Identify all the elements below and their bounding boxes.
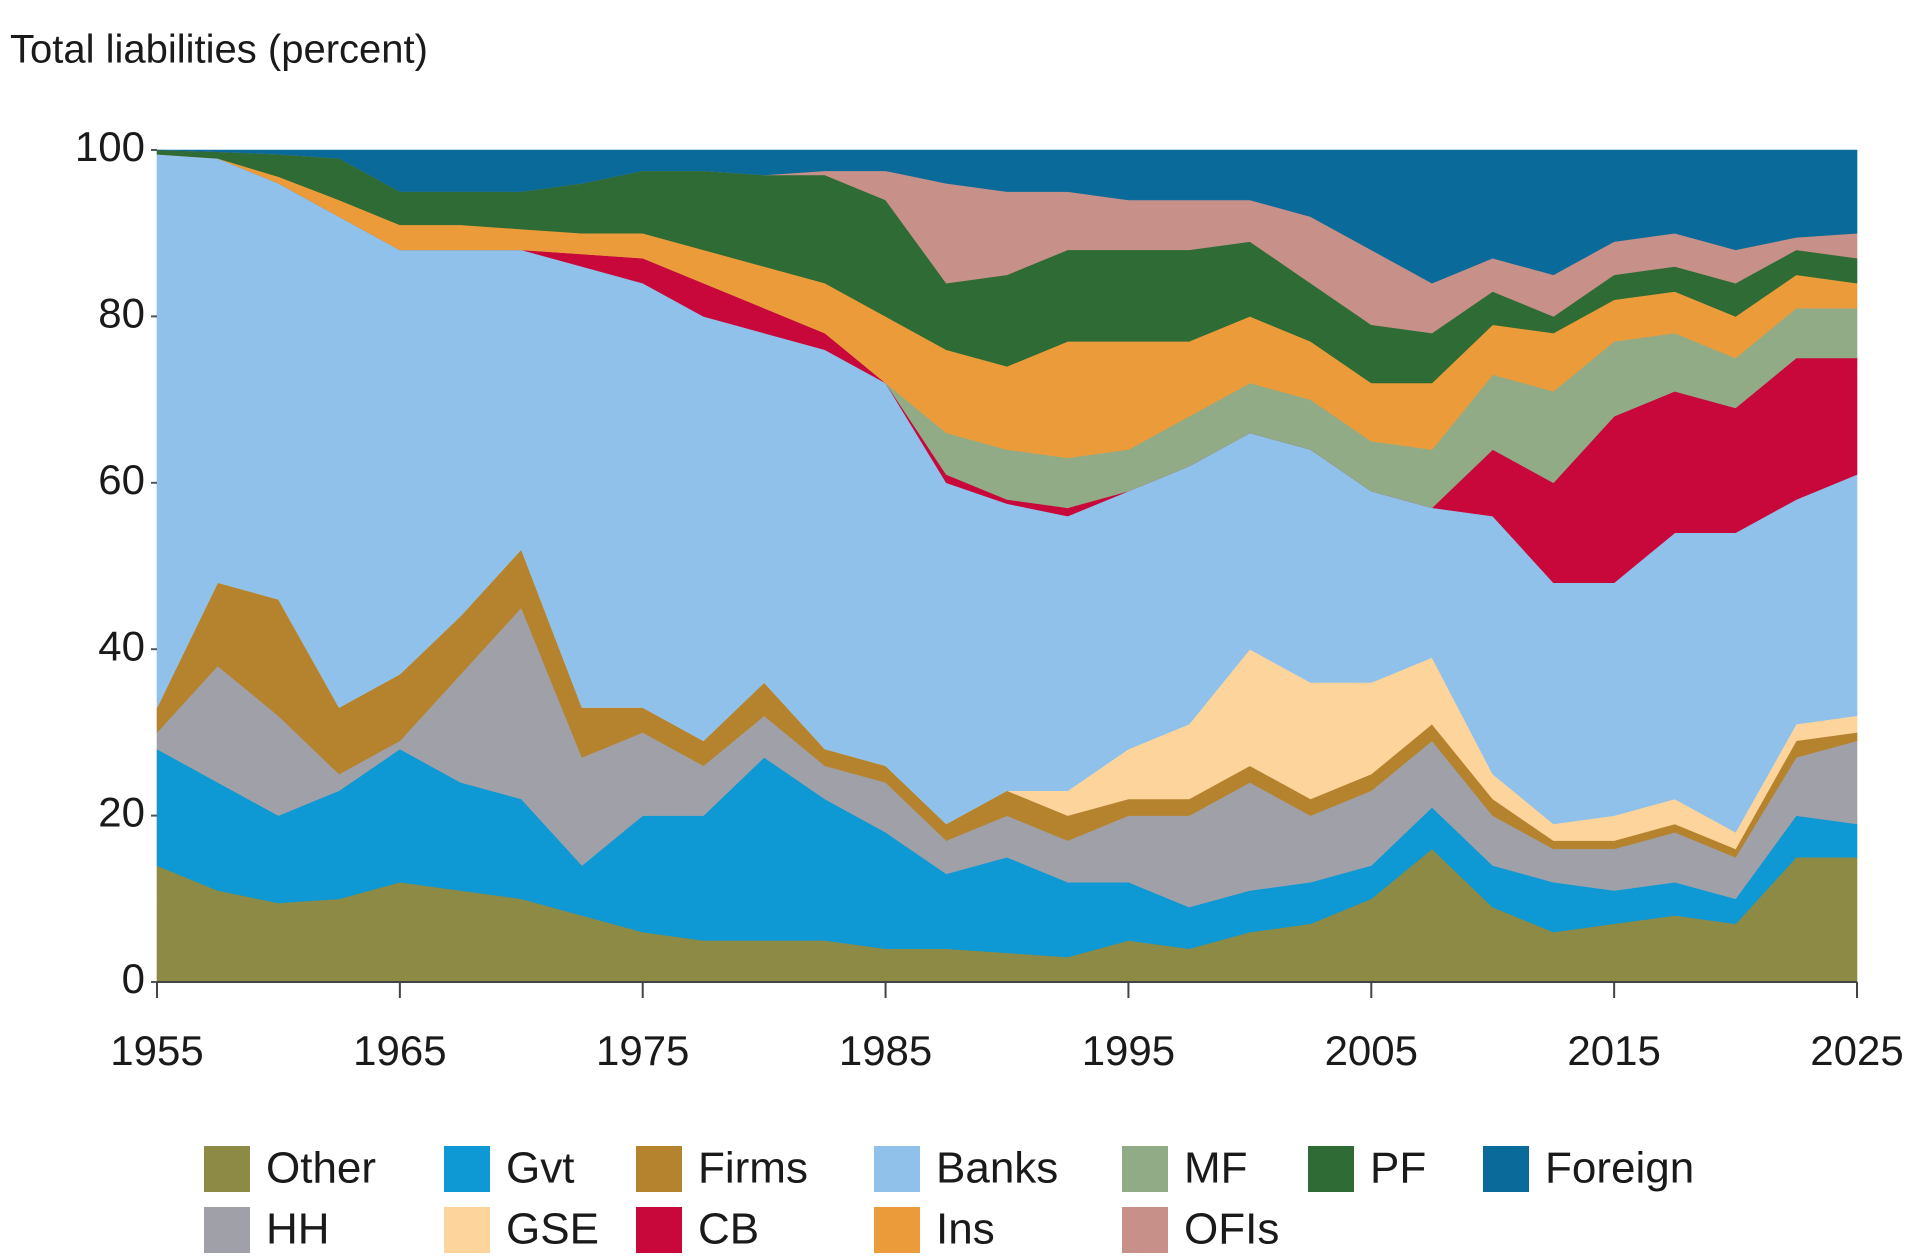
legend-label: GSE — [506, 1205, 599, 1254]
legend-swatch — [636, 1146, 682, 1192]
legend-swatch — [1122, 1207, 1168, 1253]
y-tick-label: 40 — [98, 622, 145, 669]
y-tick-label: 20 — [98, 789, 145, 836]
x-tick-label: 1995 — [1082, 1027, 1175, 1074]
legend-swatch — [1122, 1146, 1168, 1192]
legend-label: CB — [698, 1205, 759, 1254]
y-axis-label: Total liabilities (percent) — [10, 28, 428, 72]
x-tick-label: 2005 — [1325, 1027, 1418, 1074]
legend-swatch — [204, 1146, 250, 1192]
x-tick-label: 1975 — [596, 1027, 689, 1074]
legend-label: Banks — [936, 1144, 1058, 1193]
area-foreign — [156, 149, 1858, 284]
plot-area — [156, 149, 1858, 983]
legend-label: Ins — [936, 1205, 995, 1254]
legend-label: HH — [266, 1205, 330, 1254]
legend-swatch — [874, 1146, 920, 1192]
legend-label: OFIs — [1184, 1205, 1279, 1254]
x-tick-label: 1985 — [839, 1027, 932, 1074]
x-tick-label: 2025 — [1810, 1027, 1903, 1074]
legend-label: Foreign — [1545, 1144, 1694, 1193]
legend-swatch — [1308, 1146, 1354, 1192]
y-tick-label: 100 — [75, 123, 145, 170]
y-tick-label: 80 — [98, 289, 145, 336]
legend-swatch — [1483, 1146, 1529, 1192]
legend-swatch — [874, 1207, 920, 1253]
legend-swatch — [204, 1207, 250, 1253]
legend-swatch — [636, 1207, 682, 1253]
legend-label: MF — [1184, 1144, 1248, 1193]
legend-swatch — [444, 1146, 490, 1192]
y-tick-label: 60 — [98, 456, 145, 503]
legend-swatch — [444, 1207, 490, 1253]
x-tick-label: 2015 — [1567, 1027, 1660, 1074]
y-tick-label: 0 — [122, 955, 145, 1002]
legend-label: Other — [266, 1144, 376, 1193]
legend-label: PF — [1370, 1144, 1426, 1193]
legend-label: Firms — [698, 1144, 808, 1193]
x-tick-label: 1965 — [353, 1027, 446, 1074]
x-tick-label: 1955 — [110, 1027, 203, 1074]
legend-label: Gvt — [506, 1144, 574, 1193]
